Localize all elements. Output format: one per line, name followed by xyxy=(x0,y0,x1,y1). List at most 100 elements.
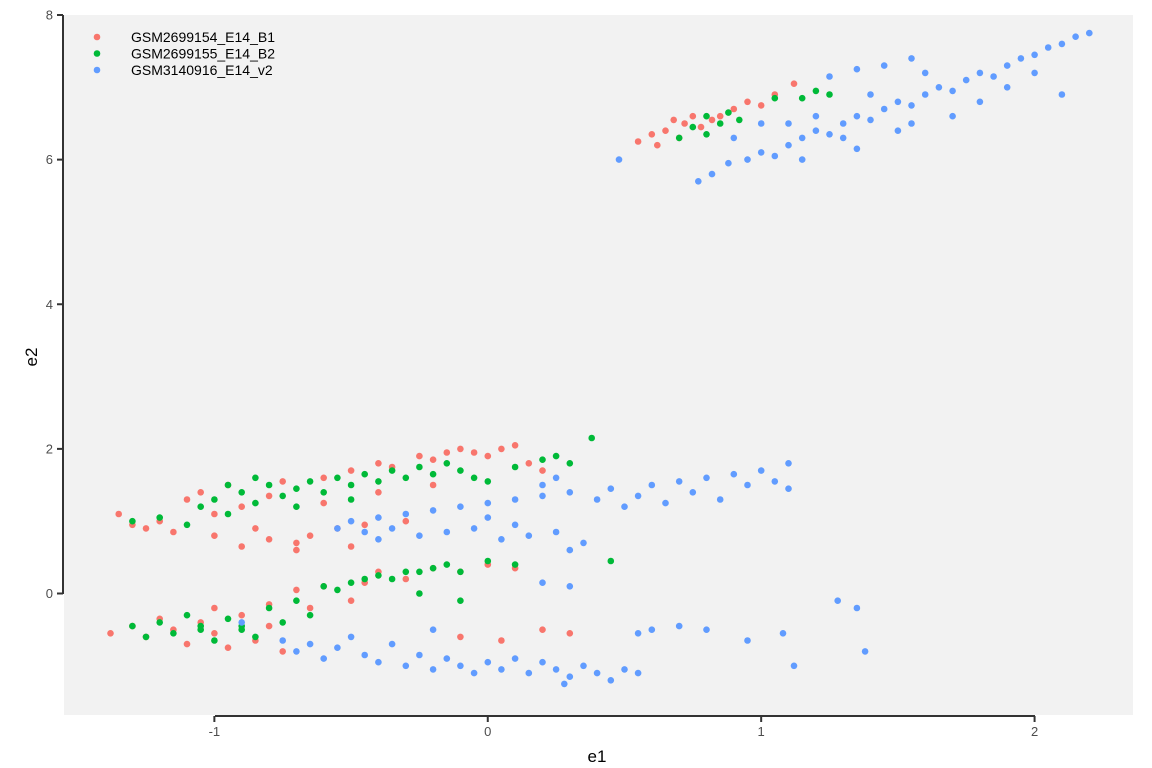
y-axis-title: e2 xyxy=(22,348,41,367)
data-point xyxy=(443,561,451,568)
data-point xyxy=(525,460,533,467)
data-point xyxy=(552,452,560,460)
data-point xyxy=(484,452,492,460)
data-point xyxy=(785,460,792,467)
data-point xyxy=(675,622,683,630)
data-point xyxy=(375,572,382,579)
data-point xyxy=(197,503,204,511)
data-point xyxy=(790,662,798,670)
data-point xyxy=(744,156,751,163)
data-point xyxy=(779,630,787,637)
data-point xyxy=(662,499,669,507)
data-point xyxy=(697,123,705,131)
data-point xyxy=(183,640,191,648)
data-point xyxy=(695,178,702,185)
data-point xyxy=(388,525,396,532)
y-tick-label: 6 xyxy=(46,152,53,167)
data-point xyxy=(293,539,300,547)
data-point xyxy=(607,485,615,493)
data-point xyxy=(880,105,888,113)
data-point xyxy=(1072,33,1079,40)
data-point xyxy=(457,568,464,576)
data-point xyxy=(785,485,792,493)
data-point xyxy=(375,478,382,485)
data-point xyxy=(443,655,451,662)
data-point xyxy=(252,499,259,507)
data-point xyxy=(211,604,218,612)
data-point xyxy=(588,434,595,442)
data-point xyxy=(402,662,410,670)
data-point xyxy=(429,666,437,673)
series-3 xyxy=(238,29,1093,688)
data-point xyxy=(224,510,232,518)
data-point xyxy=(361,528,369,536)
data-point xyxy=(880,62,888,69)
data-point xyxy=(675,478,683,485)
data-point xyxy=(566,673,574,680)
data-point xyxy=(279,648,287,655)
data-point xyxy=(1031,51,1038,59)
data-point xyxy=(539,456,546,464)
data-point xyxy=(361,521,369,529)
data-point xyxy=(744,98,751,106)
data-point xyxy=(1017,55,1025,62)
data-point xyxy=(129,622,136,630)
data-point xyxy=(675,134,683,142)
data-point xyxy=(347,481,355,489)
data-point xyxy=(142,633,150,641)
data-point xyxy=(593,496,601,503)
data-point xyxy=(908,120,915,127)
data-point xyxy=(347,579,355,586)
legend-swatch xyxy=(93,50,101,57)
data-point xyxy=(402,568,410,576)
data-point xyxy=(921,91,929,98)
data-point xyxy=(826,91,833,98)
data-point xyxy=(388,640,396,648)
data-point xyxy=(402,575,410,583)
data-point xyxy=(347,467,355,474)
data-point xyxy=(293,648,300,655)
data-point xyxy=(211,532,218,539)
data-point xyxy=(607,557,615,565)
data-point xyxy=(252,474,259,482)
data-point xyxy=(388,467,396,474)
data-point xyxy=(334,644,341,651)
ticks-layer: -1 0 1 2 0 2 4 6 8 xyxy=(46,8,1038,740)
x-tick-label: 2 xyxy=(1031,724,1038,739)
data-point xyxy=(921,69,929,77)
data-point xyxy=(402,474,410,482)
data-point xyxy=(279,619,287,626)
data-point xyxy=(238,626,245,633)
data-point xyxy=(703,626,710,633)
data-point xyxy=(716,112,724,120)
data-point xyxy=(375,489,382,496)
data-point xyxy=(566,630,574,637)
data-point xyxy=(511,463,519,471)
data-point xyxy=(334,586,341,594)
data-point xyxy=(211,637,218,644)
data-point xyxy=(484,499,492,507)
data-point xyxy=(552,474,560,482)
data-point xyxy=(484,514,492,521)
data-point xyxy=(853,145,861,153)
data-point xyxy=(552,666,560,673)
data-point xyxy=(853,112,861,120)
data-point xyxy=(238,543,245,550)
data-point xyxy=(621,503,628,511)
data-point xyxy=(224,481,232,489)
data-point xyxy=(156,514,163,521)
data-point xyxy=(790,80,798,87)
data-point xyxy=(634,630,642,637)
data-point xyxy=(429,470,437,478)
data-point xyxy=(361,651,369,659)
data-point xyxy=(361,470,369,478)
data-point xyxy=(757,120,765,127)
data-point xyxy=(511,521,519,529)
legend: GSM2699154_E14_B1GSM2699155_E14_B2GSM314… xyxy=(93,29,275,78)
data-point xyxy=(197,622,204,630)
data-point xyxy=(142,525,150,532)
data-point xyxy=(183,521,191,529)
data-point xyxy=(484,478,492,485)
data-point xyxy=(470,525,478,532)
legend-item: GSM2699155_E14_B2 xyxy=(93,46,275,62)
